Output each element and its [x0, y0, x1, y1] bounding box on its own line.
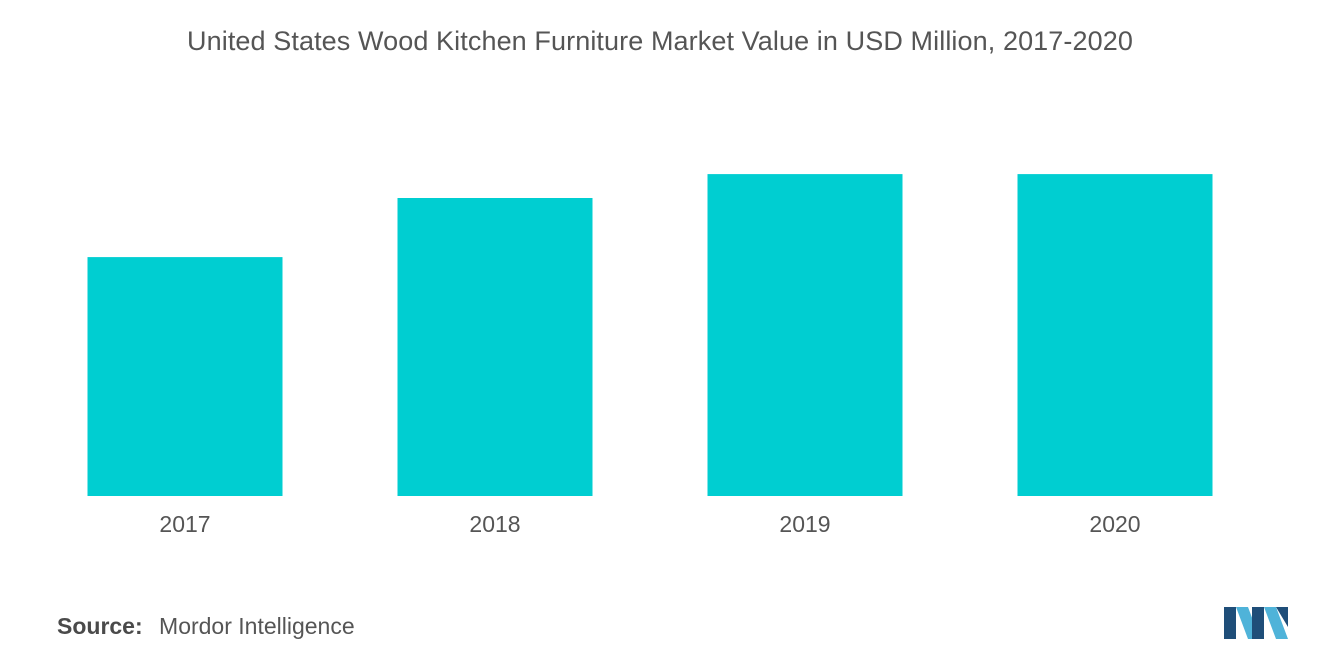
source-note: Source: Mordor Intelligence: [57, 613, 355, 640]
x-tick-label-2017: 2017: [159, 511, 210, 537]
bar-2020: [1017, 174, 1213, 496]
chart-title: United States Wood Kitchen Furniture Mar…: [187, 26, 1133, 56]
bar-2017: [87, 257, 283, 496]
x-tick-label-2018: 2018: [469, 511, 520, 537]
mordor-intelligence-logo-icon: [1224, 607, 1288, 639]
bar-2018: [397, 198, 593, 496]
bar-2019: [707, 174, 903, 496]
x-tick-label-2019: 2019: [779, 511, 830, 537]
source-label: Source:: [57, 613, 143, 639]
source-value: Mordor Intelligence: [159, 613, 355, 639]
x-tick-label-2020: 2020: [1089, 511, 1140, 537]
